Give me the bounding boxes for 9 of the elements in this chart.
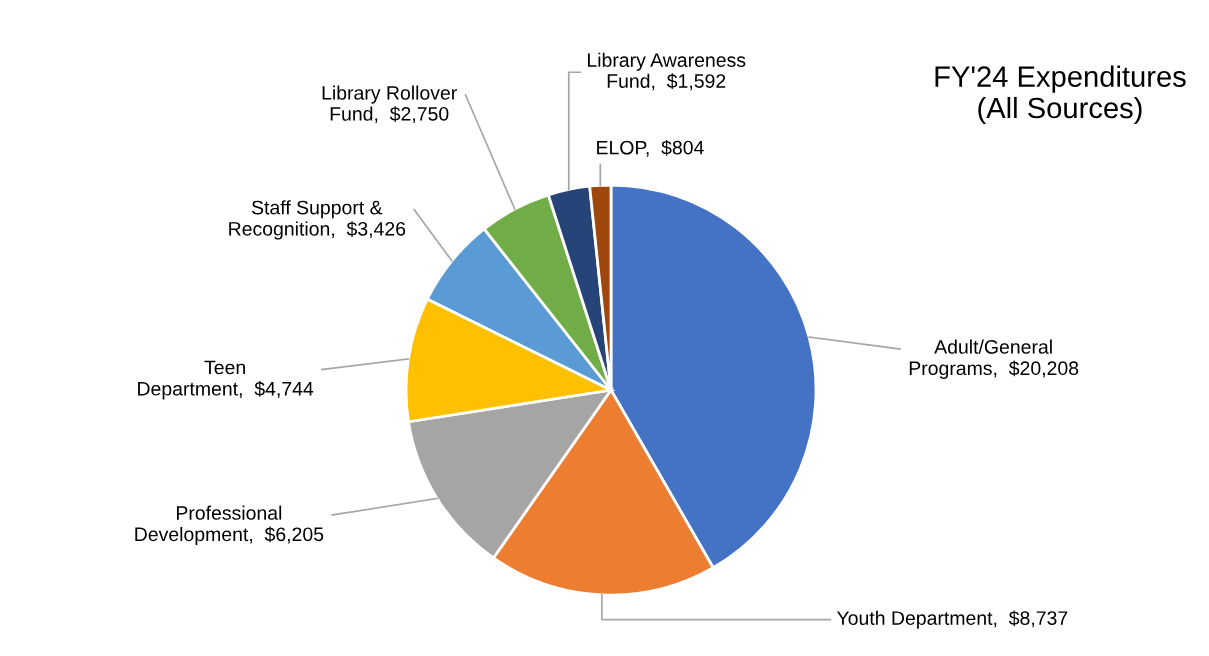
slice-label: Professional Development, $6,205: [135, 505, 324, 546]
slice-label: Staff Support & Recognition, $3,426: [229, 200, 406, 240]
slice-label: Youth Department, $8,737: [836, 610, 1068, 629]
slice-label: Adult/General Programs, $20,208: [909, 339, 1079, 379]
text: FY'24 Expenditures (All Sources): [935, 65, 1186, 125]
slice-label: Library Rollover Fund, $2,750: [322, 85, 457, 124]
slice-label: Teen Department, $4,744: [138, 360, 314, 400]
slice-label: ELOP, $804: [597, 139, 704, 157]
slice-label: Library Awareness Fund, $1,592: [588, 52, 746, 91]
